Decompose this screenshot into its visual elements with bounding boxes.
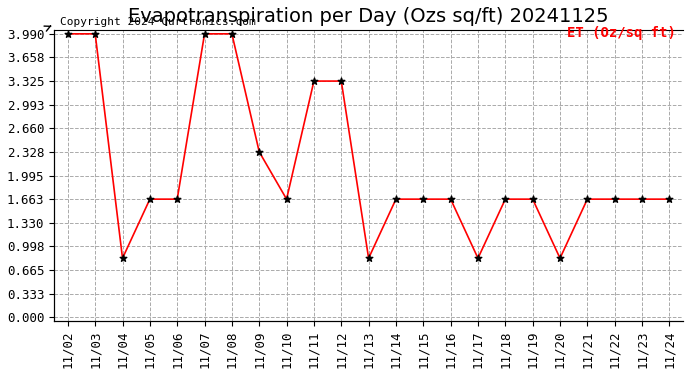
Point bbox=[473, 255, 484, 261]
Point bbox=[281, 196, 292, 202]
Point bbox=[664, 196, 675, 202]
Point bbox=[226, 31, 237, 37]
Point bbox=[555, 255, 566, 261]
Point bbox=[609, 196, 620, 202]
Point bbox=[527, 196, 538, 202]
Point bbox=[417, 196, 428, 202]
Point bbox=[363, 255, 374, 261]
Point bbox=[144, 196, 155, 202]
Title: Evapotranspiration per Day (Ozs sq/ft) 20241125: Evapotranspiration per Day (Ozs sq/ft) 2… bbox=[128, 7, 609, 26]
Text: Copyright 2024 Curtronics.com: Copyright 2024 Curtronics.com bbox=[61, 17, 256, 27]
Point bbox=[582, 196, 593, 202]
Text: ET (Oz/sq ft): ET (Oz/sq ft) bbox=[567, 26, 676, 40]
Point bbox=[254, 149, 265, 155]
Point bbox=[117, 255, 128, 261]
Point bbox=[90, 31, 101, 37]
Point bbox=[391, 196, 402, 202]
Point bbox=[308, 78, 319, 84]
Point bbox=[500, 196, 511, 202]
Point bbox=[62, 31, 73, 37]
Point bbox=[445, 196, 456, 202]
Point bbox=[636, 196, 647, 202]
Point bbox=[199, 31, 210, 37]
Point bbox=[172, 196, 183, 202]
Point bbox=[336, 78, 347, 84]
